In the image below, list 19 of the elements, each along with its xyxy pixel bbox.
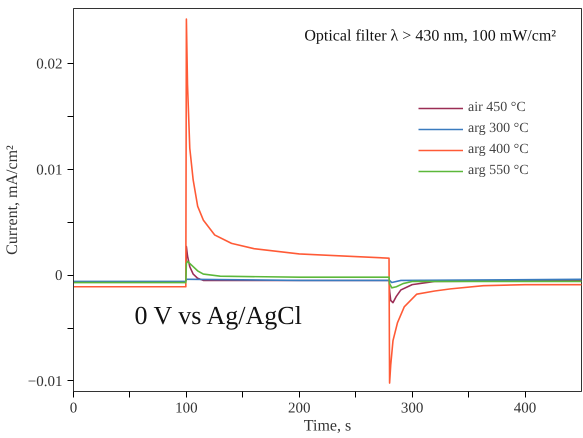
x-tick-label: 200 — [288, 400, 311, 416]
x-tick-label: 400 — [514, 400, 536, 416]
annotation: 0 V vs Ag/AgCl — [134, 301, 302, 330]
legend-label: air 450 °C — [468, 100, 526, 116]
y-axis-title: Current, mA/cm² — [4, 144, 21, 255]
legend-label: arg 400 °C — [468, 142, 529, 158]
legend-label: arg 300 °C — [468, 121, 529, 137]
annotation: Optical filter λ > 430 nm, 100 mW/cm² — [304, 28, 556, 45]
y-tick-label: 0 — [55, 268, 62, 284]
y-tick-label: −0.01 — [28, 374, 63, 390]
line-series — [74, 18, 582, 384]
y-tick-label: 0.01 — [36, 162, 62, 178]
legend-label: arg 550 °C — [468, 163, 529, 179]
x-tick-label: 100 — [175, 400, 198, 416]
line-series — [74, 260, 582, 289]
x-tick-label: 300 — [400, 400, 424, 416]
x-axis-title: Time, s — [304, 418, 352, 434]
x-tick-label: 0 — [70, 400, 78, 416]
y-tick-label: 0.02 — [36, 56, 62, 73]
